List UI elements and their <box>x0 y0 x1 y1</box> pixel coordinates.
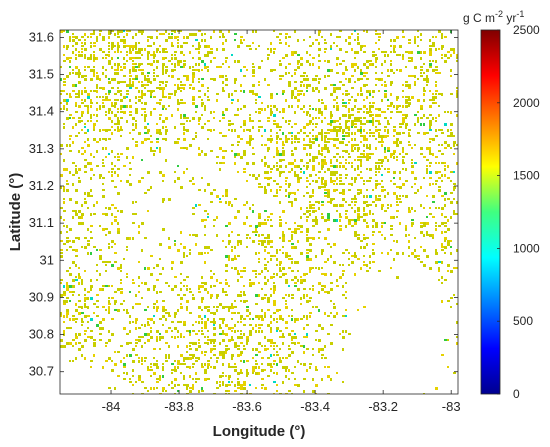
y-axis-ticks: 30.7 30.8 30.9 31 31.1 31.2 31.3 31.4 31.5 31.6 <box>29 29 458 379</box>
x-tick-label: -83.4 <box>300 399 330 414</box>
colorbar-unit-label: g C m-2 yr-1 <box>463 9 524 25</box>
colorbar-tick-label: 0 <box>513 387 520 401</box>
colorbar-tick-label: 1500 <box>513 169 540 183</box>
y-tick-label: 31.4 <box>29 104 54 119</box>
y-tick-label: 31.3 <box>29 141 54 156</box>
x-tick-label: -83.6 <box>232 399 262 414</box>
y-axis-label: Latitude (°) <box>7 173 24 252</box>
colorbar: 0 500 1000 1500 2000 2500 g C m-2 yr-1 <box>463 9 540 401</box>
colorbar-tick-label: 2500 <box>513 23 540 37</box>
y-tick-label: 31.2 <box>29 178 54 193</box>
map-panel: -84 -83.8 -83.6 -83.4 -83.2 -83 30.730.830.93… <box>29 29 461 414</box>
x-tick-label: -83.8 <box>164 399 194 414</box>
map-frame <box>59 29 459 395</box>
colorbar-ticks: 0 500 1000 1500 2000 2500 <box>497 23 540 401</box>
y-tick-label: 31 <box>40 252 54 267</box>
y-tick-label: 31.5 <box>29 67 54 82</box>
y-tick-label: 31.6 <box>29 29 54 44</box>
y-tick-label: 30.9 <box>29 289 54 304</box>
colorbar-tick-label: 500 <box>513 314 533 328</box>
y-tick-label: 30.7 <box>29 364 54 379</box>
y-tick-label: 31.1 <box>29 215 54 230</box>
colorbar-tick-label: 2000 <box>513 96 540 110</box>
y-tick-label: 30.8 <box>29 327 54 342</box>
colorbar-tick-label: 1000 <box>513 241 540 255</box>
x-tick-label: -83.2 <box>368 399 398 414</box>
npp-raster <box>60 30 458 394</box>
x-axis-ticks: -84 -83.8 -83.6 -83.4 -83.2 -83 <box>102 30 461 414</box>
colorbar-gradient <box>480 29 501 395</box>
x-axis-label: Longitude (°) <box>213 423 306 440</box>
x-tick-label: -83 <box>442 399 461 414</box>
x-tick-label: -84 <box>102 399 121 414</box>
